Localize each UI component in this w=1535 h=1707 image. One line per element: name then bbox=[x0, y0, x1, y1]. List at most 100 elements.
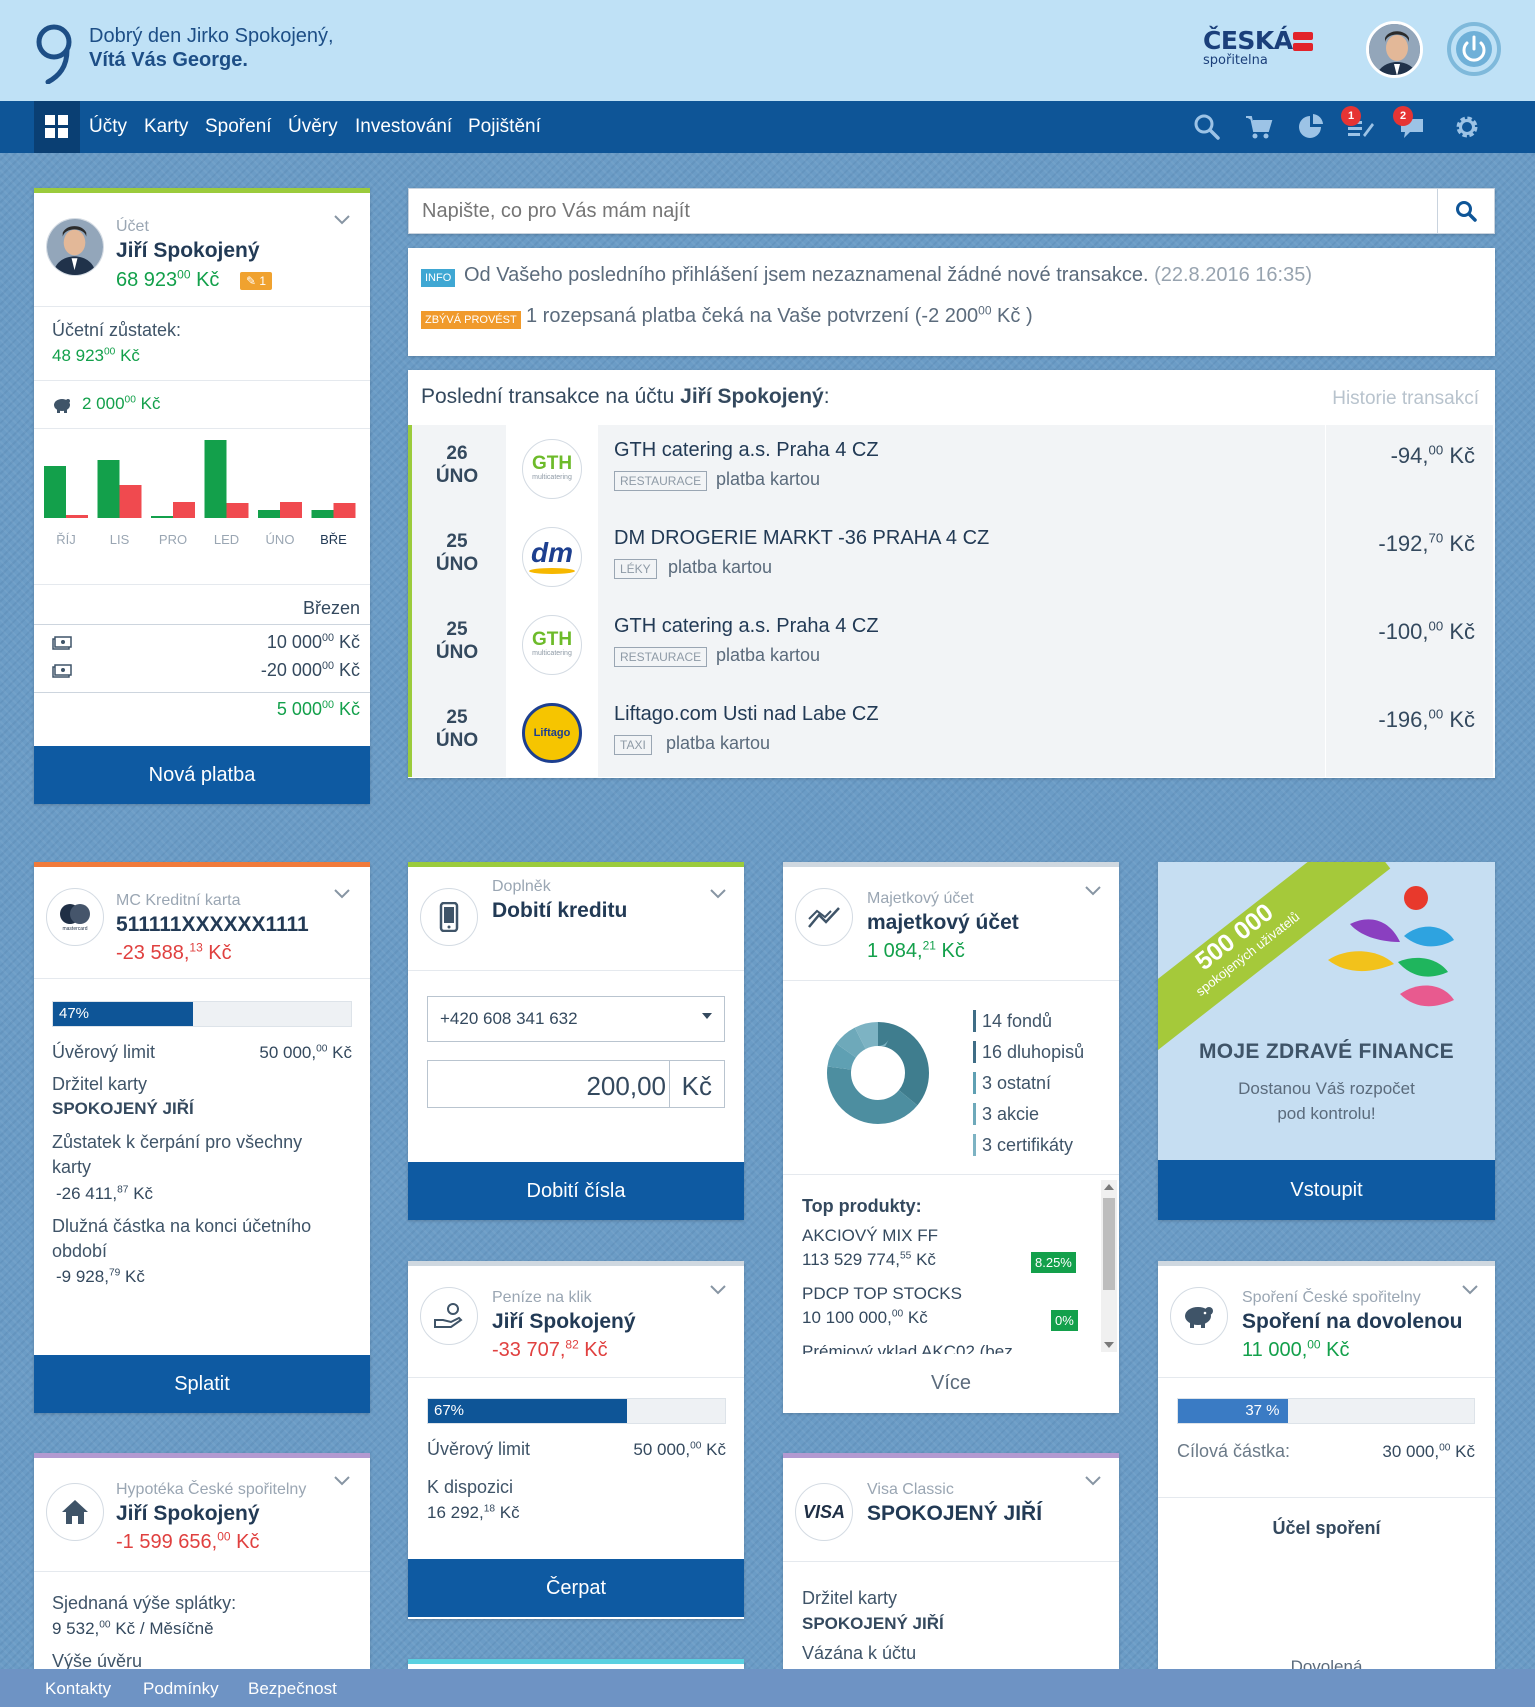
amount-value: 200,00 bbox=[586, 1071, 666, 1101]
account-card[interactable]: Účet Jiří Spokojený 68 92300 Kč ✎ 1 Účet… bbox=[34, 188, 370, 804]
footer-link-terms[interactable]: Podmínky bbox=[143, 1679, 219, 1698]
topup-card[interactable]: Doplněk Dobití kreditu +420 608 341 632 … bbox=[408, 862, 744, 1220]
nav-item-sporeni[interactable]: Spoření bbox=[205, 116, 272, 137]
scroll-down-icon[interactable] bbox=[1104, 1342, 1114, 1348]
top-products-list[interactable]: Top produkty: AKCIOVÝ MIX FF 113 529 774… bbox=[783, 1176, 1119, 1354]
chevron-down-icon[interactable] bbox=[1085, 1476, 1101, 1486]
topup-button[interactable]: Dobití čísla bbox=[408, 1162, 744, 1220]
new-payment-button[interactable]: Nová platba bbox=[34, 746, 370, 804]
user-avatar[interactable] bbox=[1366, 21, 1423, 78]
logout-power-button[interactable] bbox=[1446, 21, 1502, 77]
card-balance-cents: 13 bbox=[189, 940, 203, 955]
ceska-sporitelna-logo[interactable]: ČESKÁ spořitelna bbox=[1203, 28, 1313, 67]
nav-item-ucty[interactable]: Účty bbox=[89, 116, 127, 137]
nav-item-uvery[interactable]: Úvěry bbox=[288, 116, 338, 137]
mortgage-label: Hypotéka České spořitelny bbox=[116, 1481, 307, 1498]
piggy-bank-icon bbox=[1185, 1307, 1213, 1328]
product-yield-badge: 0% bbox=[1051, 1310, 1078, 1331]
transaction-row[interactable]: 25 ÚNO dm DM DROGERIE MARKT -36 PRAHA 4 C… bbox=[408, 513, 1493, 601]
monthly-cashflow-chart: ŘÍJ LIS PRO LED ÚNO BŘE bbox=[44, 440, 356, 547]
chevron-down-icon[interactable] bbox=[334, 1476, 350, 1486]
todo-currency: Kč ) bbox=[991, 305, 1033, 327]
product-value-cents: 55 bbox=[900, 1250, 912, 1262]
cash-card[interactable]: Peníze na klik Jiří Spokojený -33 707,82… bbox=[408, 1261, 744, 1619]
due-cents: 79 bbox=[108, 1267, 121, 1279]
saving-title: Spoření na dovolenou bbox=[1242, 1310, 1463, 1333]
credit-usage-fill: 47% bbox=[53, 1002, 194, 1026]
dashboard-grid-button[interactable] bbox=[34, 101, 80, 153]
more-button[interactable]: Více bbox=[783, 1354, 1119, 1413]
nav-item-pojisteni[interactable]: Pojištění bbox=[468, 116, 541, 137]
products-scrollbar[interactable] bbox=[1101, 1180, 1117, 1352]
history-link[interactable]: Historie transakcí bbox=[1332, 388, 1479, 409]
limit-currency: Kč bbox=[327, 1043, 352, 1062]
search-icon[interactable] bbox=[1193, 113, 1221, 141]
amount-field[interactable]: 200,00 Kč bbox=[427, 1060, 725, 1108]
tx-category-tag: RESTAURACE bbox=[614, 647, 708, 667]
saving-balance-main: 11 000, bbox=[1242, 1339, 1308, 1361]
income-bar bbox=[311, 510, 334, 518]
house-icon bbox=[62, 1500, 88, 1524]
tx-currency: Kč bbox=[1443, 619, 1475, 644]
tx-amount-cents: 00 bbox=[1428, 706, 1444, 722]
transaction-row[interactable]: 25 ÚNO Liftago Liftago.com Usti nad Labe … bbox=[408, 689, 1493, 777]
transactions-title: Poslední transakce na účtu Jiří Spokojen… bbox=[421, 385, 830, 409]
gear-icon[interactable] bbox=[1453, 113, 1481, 141]
phone-select[interactable]: +420 608 341 632 bbox=[427, 996, 725, 1042]
tx-type: platba kartou bbox=[668, 557, 773, 577]
transaction-row[interactable]: 26 ÚNO GTH multicatering GTH catering a.s… bbox=[408, 425, 1493, 513]
transaction-row[interactable]: 25 ÚNO GTH multicatering GTH catering a.s… bbox=[408, 601, 1493, 689]
phone-icon bbox=[439, 902, 459, 932]
footer-link-security[interactable]: Bezpečnost bbox=[248, 1679, 337, 1698]
enter-button[interactable]: Vstoupit bbox=[1158, 1160, 1495, 1220]
george-logo[interactable] bbox=[34, 22, 76, 84]
repay-button[interactable]: Splatit bbox=[34, 1355, 370, 1413]
promo-card[interactable]: 500 000 spokojených uživatelů MOJE ZDRAV… bbox=[1158, 862, 1495, 1220]
visa-card[interactable]: VISA Visa Classic SPOKOJENÝ JIŘÍ Držitel… bbox=[783, 1453, 1119, 1669]
ledger-value: 48 92300 Kč bbox=[52, 346, 140, 366]
divider bbox=[34, 624, 370, 625]
chevron-down-icon[interactable] bbox=[710, 1285, 726, 1295]
tx-amount: -196,00 Kč bbox=[1378, 707, 1475, 733]
tx-currency: Kč bbox=[1443, 443, 1475, 468]
card-strip bbox=[408, 862, 744, 867]
chevron-down-icon[interactable] bbox=[334, 215, 350, 225]
card-strip bbox=[34, 862, 370, 867]
chevron-down-icon[interactable] bbox=[1462, 1285, 1478, 1295]
cart-icon[interactable] bbox=[1245, 113, 1273, 141]
transactions-title-account: Jiří Spokojený bbox=[680, 385, 824, 408]
edit-badge[interactable]: ✎ 1 bbox=[240, 272, 273, 290]
todo-text[interactable]: 1 rozepsaná platba čeká na Vaše potvrzen… bbox=[526, 304, 1033, 328]
nav-item-karty[interactable]: Karty bbox=[144, 116, 189, 137]
tx-category-tag: RESTAURACE bbox=[614, 471, 708, 491]
divider bbox=[34, 380, 370, 381]
divider bbox=[408, 1377, 744, 1378]
draw-button[interactable]: Čerpat bbox=[408, 1559, 744, 1617]
card-strip bbox=[783, 862, 1119, 867]
saving-card[interactable]: Spoření České spořitelny Spoření na dovo… bbox=[1158, 1261, 1495, 1669]
cash-usage-bar: 67% bbox=[427, 1398, 726, 1424]
mortgage-card[interactable]: Hypotéka České spořitelny Jiří Spokojený… bbox=[34, 1453, 370, 1669]
income-currency: Kč bbox=[333, 632, 360, 652]
chevron-down-icon[interactable] bbox=[1085, 886, 1101, 896]
scroll-up-icon[interactable] bbox=[1104, 1184, 1114, 1190]
chevron-down-icon[interactable] bbox=[710, 889, 726, 899]
installment-period: Kč / Měsíčně bbox=[110, 1619, 214, 1638]
tx-date: 25 ÚNO bbox=[412, 706, 502, 752]
chevron-down-icon[interactable] bbox=[334, 889, 350, 899]
product-name: Prémiový vklad AKC02 (bez bbox=[802, 1342, 1013, 1354]
search-input[interactable] bbox=[409, 189, 1437, 233]
card-number: 511111XXXXXX1111 bbox=[116, 913, 309, 936]
tx-amount: -100,00 Kč bbox=[1378, 619, 1475, 645]
search-submit-button[interactable] bbox=[1437, 189, 1494, 233]
wealth-card[interactable]: Majetkový účet majetkový účet 1 084,21 K… bbox=[783, 862, 1119, 1413]
ledger-main: 48 923 bbox=[52, 346, 104, 365]
nav-item-investovani[interactable]: Investování bbox=[355, 116, 453, 137]
expense-bar bbox=[119, 485, 142, 518]
income-bar bbox=[258, 510, 280, 518]
visa-linked-label: Vázána k účtu bbox=[802, 1643, 917, 1663]
credit-card-card[interactable]: mastercard MC Kreditní karta 511111XXXXX… bbox=[34, 862, 370, 1413]
pie-icon[interactable] bbox=[1296, 113, 1324, 141]
footer-link-contacts[interactable]: Kontakty bbox=[45, 1679, 112, 1698]
expense-bar bbox=[66, 515, 88, 518]
